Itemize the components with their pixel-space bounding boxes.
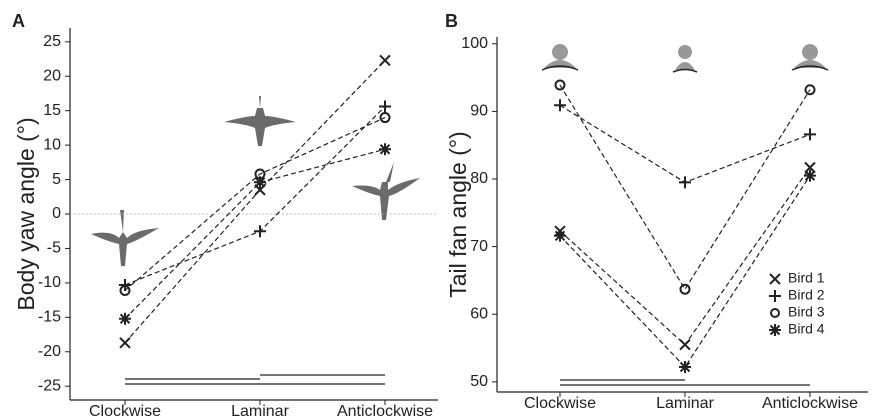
marker — [804, 128, 816, 140]
legend-marker — [769, 324, 781, 336]
x-tick-label: Anticlockwise — [337, 403, 433, 419]
series-line — [560, 105, 810, 182]
legend-marker — [769, 290, 781, 302]
marker — [679, 176, 691, 188]
y-tick-label: 25 — [43, 33, 61, 50]
x-tick-label: Clockwise — [89, 403, 161, 419]
legend-marker — [770, 274, 780, 284]
series-line — [560, 176, 810, 367]
y-tick-label: -25 — [38, 377, 61, 394]
marker — [254, 225, 266, 237]
marker — [380, 55, 390, 65]
series-line — [560, 168, 810, 345]
marker — [379, 143, 391, 155]
y-tick-label: -10 — [38, 274, 61, 291]
y-tick-label: 60 — [470, 305, 488, 322]
legend-marker — [771, 309, 779, 317]
y-tick-label: 70 — [470, 238, 488, 255]
y-tick-label: -5 — [47, 240, 61, 257]
marker — [119, 313, 131, 325]
legend-label: Bird 4 — [788, 321, 825, 337]
y-tick-label: 5 — [52, 171, 61, 188]
bird-icons — [91, 96, 420, 266]
y-tick-label: 90 — [470, 103, 488, 120]
y-tick-label: 50 — [470, 373, 488, 390]
y-tick-label: 10 — [43, 136, 61, 153]
marker — [120, 338, 130, 348]
y-tick-label: 80 — [470, 170, 488, 187]
legend-label: Bird 1 — [788, 270, 825, 286]
marker — [679, 361, 691, 373]
significance-bars — [125, 375, 810, 385]
legend-label: Bird 3 — [788, 304, 825, 320]
series-line — [125, 60, 385, 342]
series-line — [125, 118, 385, 291]
x-tick-label: Clockwise — [524, 395, 596, 412]
y-tick-label: -15 — [38, 309, 61, 326]
figure: A Body yaw angle (°) -25 -20 -15 -10 -5 0 5 10 15 2… — [0, 0, 872, 419]
y-axis-label: Tail fan angle (°) — [445, 131, 471, 297]
y-axis-label: Body yaw angle (°) — [13, 117, 39, 310]
tail-icons — [542, 44, 828, 72]
marker — [804, 170, 816, 182]
legend-label: Bird 2 — [788, 287, 825, 303]
y-tick-label: 20 — [43, 67, 61, 84]
y-tick-label: -20 — [38, 343, 61, 360]
x-tick-label: Anticlockwise — [762, 395, 858, 412]
marker — [680, 340, 690, 350]
y-tick-label: 0 — [52, 205, 61, 222]
y-tick-label: 15 — [43, 102, 61, 119]
x-tick-label: Laminar — [656, 395, 714, 412]
marker — [554, 99, 566, 111]
marker — [254, 176, 266, 188]
marker — [681, 285, 690, 294]
y-tick-label: 100 — [461, 35, 488, 52]
x-tick-label: Laminar — [231, 403, 289, 419]
panel-label: B — [445, 11, 458, 31]
marker — [554, 230, 566, 242]
panel-label: A — [12, 11, 25, 31]
